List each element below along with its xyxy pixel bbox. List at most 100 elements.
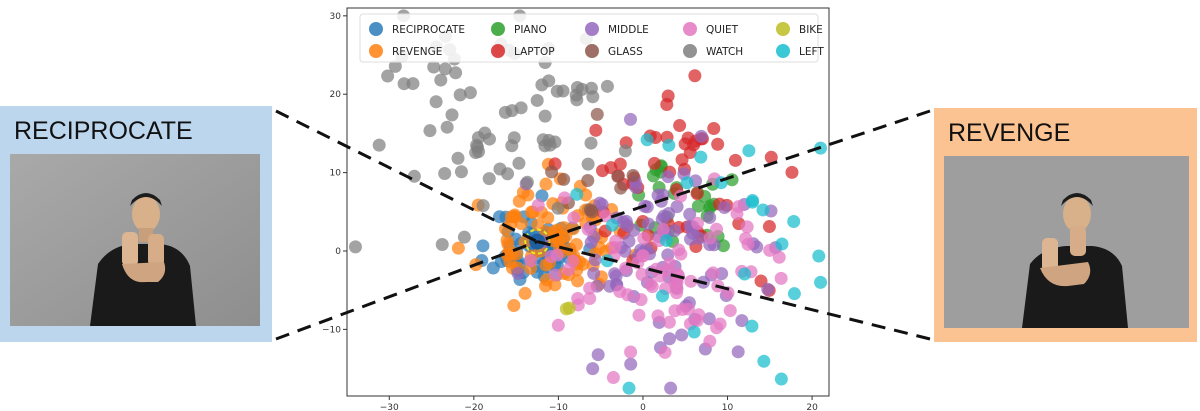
data-point-middle — [661, 170, 675, 184]
data-point-left — [775, 237, 789, 251]
data-point-left — [738, 267, 752, 281]
data-point-quiet — [739, 231, 753, 245]
data-point-revenge — [539, 177, 553, 191]
data-point-middle — [668, 224, 682, 238]
data-point-watch — [476, 199, 490, 213]
data-point-quiet — [772, 250, 786, 264]
data-point-revenge — [518, 286, 532, 300]
data-point-quiet — [662, 315, 676, 329]
data-point-quiet — [740, 220, 754, 234]
data-point-quiet — [763, 243, 777, 257]
data-point-left — [662, 138, 676, 152]
data-point-laptop — [596, 164, 610, 178]
data-point-laptop — [764, 150, 778, 164]
data-point-quiet — [551, 318, 565, 332]
legend-label-watch: WATCH — [706, 46, 743, 58]
data-point-middle — [717, 201, 731, 215]
data-point-middle — [627, 223, 641, 237]
data-point-watch — [551, 201, 565, 215]
data-point-middle — [603, 279, 617, 293]
scatter-points — [348, 9, 828, 395]
data-point-quiet — [684, 274, 698, 288]
data-point-piano — [691, 199, 705, 213]
data-point-quiet — [562, 263, 576, 277]
axes: −30 −20 −10 0 10 20 −10 0 10 20 30 — [322, 7, 830, 411]
data-point-middle — [593, 196, 607, 210]
data-point-revenge — [569, 238, 583, 252]
data-point-revenge — [501, 237, 515, 251]
data-point-revenge — [571, 274, 585, 288]
legend-label-laptop: LAPTOP — [514, 46, 555, 58]
data-point-watch — [600, 79, 614, 93]
data-point-left — [694, 150, 708, 164]
legend-marker-glass — [585, 44, 599, 58]
data-point-watch — [454, 165, 468, 179]
data-point-watch — [388, 59, 402, 73]
data-point-watch — [457, 230, 471, 244]
legend-marker-quiet — [683, 22, 697, 36]
data-point-left — [787, 287, 801, 301]
data-point-laptop — [589, 123, 603, 137]
data-point-quiet — [637, 231, 651, 245]
data-point-revenge — [451, 241, 465, 255]
data-point-bike — [559, 302, 573, 316]
data-point-watch — [348, 240, 362, 254]
legend-marker-bike — [776, 22, 790, 36]
data-point-glass — [581, 173, 595, 187]
revenge-signer-photo — [944, 156, 1189, 328]
data-point-laptop — [647, 156, 661, 170]
data-point-middle — [694, 129, 708, 143]
data-point-laptop — [707, 122, 721, 136]
data-point-reciprocate — [486, 261, 500, 275]
data-point-quiet — [624, 345, 638, 359]
data-point-revenge — [514, 217, 528, 231]
data-point-left — [787, 214, 801, 228]
legend-marker-middle — [585, 22, 599, 36]
data-point-quiet — [674, 247, 688, 261]
signer-illustration — [10, 154, 260, 326]
data-point-quiet — [524, 254, 538, 268]
data-point-watch — [438, 62, 452, 76]
data-point-quiet — [651, 309, 665, 323]
data-point-revenge — [504, 210, 518, 224]
data-point-glass — [585, 205, 599, 219]
projection-line-left-top — [275, 109, 538, 243]
data-point-watch — [618, 144, 632, 158]
data-point-watch — [440, 120, 454, 134]
data-point-left — [745, 319, 759, 333]
data-point-reciprocate — [476, 239, 490, 253]
data-point-middle — [624, 357, 638, 371]
data-point-middle — [609, 269, 623, 283]
data-point-left — [680, 176, 694, 190]
plot-frame — [346, 7, 830, 397]
data-point-middle — [761, 282, 775, 296]
data-point-watch — [482, 172, 496, 186]
data-point-left — [570, 187, 584, 201]
data-point-quiet — [656, 222, 670, 236]
data-point-quiet — [692, 308, 706, 322]
data-point-quiet — [636, 249, 650, 263]
data-point-quiet — [583, 292, 597, 306]
legend-label-left: LEFT — [799, 46, 824, 58]
x-tick-label: −30 — [380, 403, 399, 411]
data-point-watch — [538, 109, 552, 123]
data-point-laptop — [673, 119, 687, 133]
data-point-laptop — [728, 153, 742, 167]
data-point-quiet — [634, 293, 648, 307]
data-point-watch — [423, 124, 437, 138]
data-point-left — [774, 372, 788, 386]
data-point-watch — [570, 80, 584, 94]
data-point-watch — [449, 66, 463, 80]
data-point-watch — [556, 84, 570, 98]
highlight-ring — [524, 228, 551, 255]
data-point-quiet — [571, 291, 585, 305]
data-point-left — [659, 233, 673, 247]
data-point-watch — [445, 108, 459, 122]
data-point-watch — [463, 86, 477, 100]
data-point-quiet — [583, 281, 597, 295]
data-point-watch — [397, 77, 411, 91]
data-point-quiet — [658, 345, 672, 359]
data-point-middle — [731, 345, 745, 359]
